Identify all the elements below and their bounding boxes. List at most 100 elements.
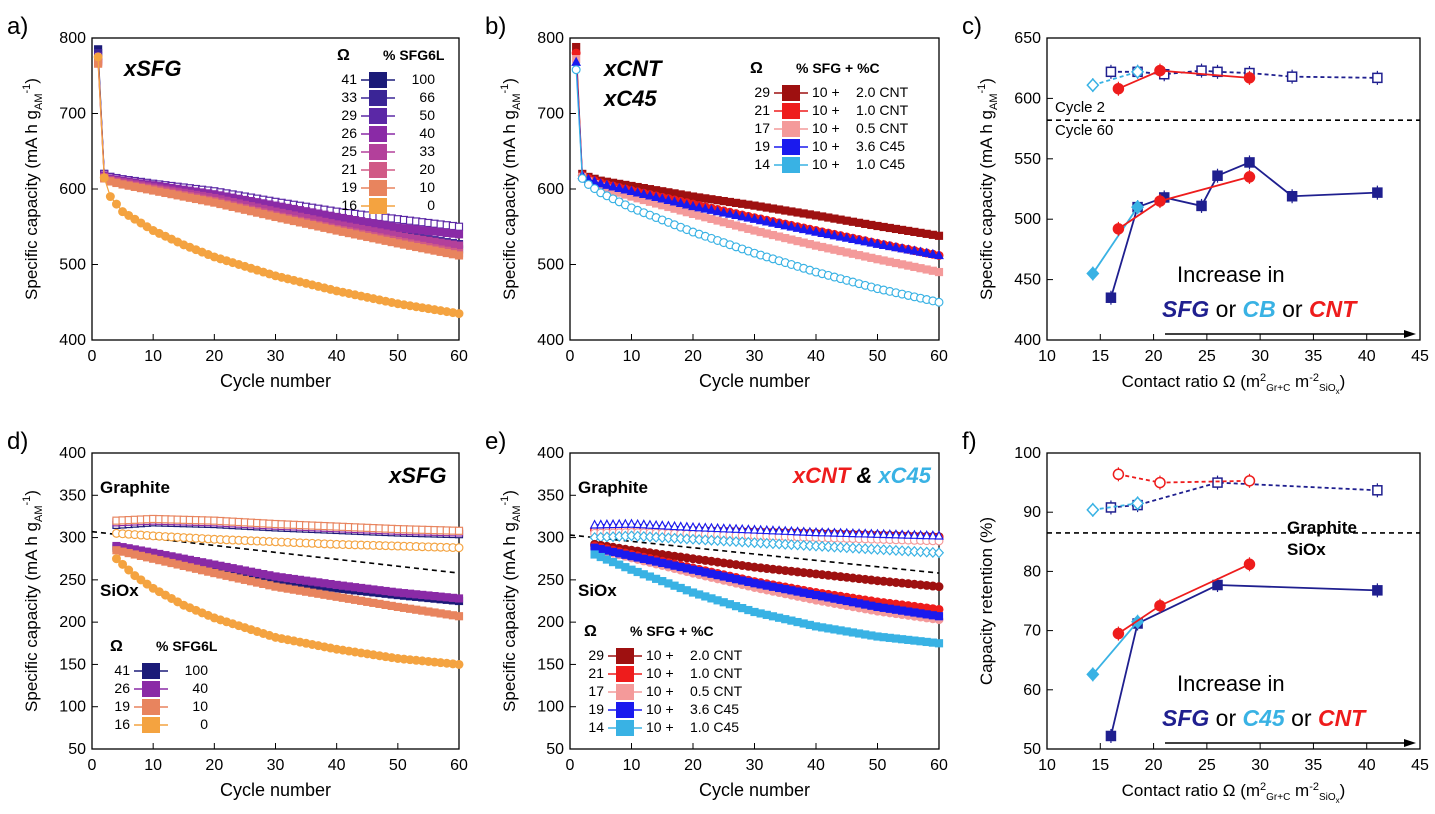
legend-label: 0 [200, 716, 208, 732]
legend-omega: 16 [114, 716, 130, 732]
series [1112, 63, 1256, 96]
data-point [909, 529, 920, 539]
legend-swatch [142, 663, 160, 679]
legend-omega: 25 [341, 143, 357, 159]
label-graphite: Graphite [1287, 518, 1357, 537]
data-point [602, 179, 612, 189]
annotation-part: CNT [1309, 296, 1358, 322]
data-point [700, 203, 711, 213]
data-point [860, 236, 871, 246]
data-point [1086, 78, 1100, 93]
x-tick-label: 20 [684, 348, 702, 365]
legend: Ω % SFG6L 41 100 26 40 19 10 16 0 [110, 638, 218, 733]
data-point [1196, 200, 1207, 212]
x-tick-label: 0 [566, 757, 575, 774]
data-point [657, 520, 668, 530]
x-tick-label: 40 [807, 757, 825, 774]
data-point [454, 309, 464, 319]
x-tick-label: 50 [389, 757, 407, 774]
data-point [124, 565, 134, 575]
legend-base: 10 + [812, 120, 840, 136]
data-point [903, 244, 914, 254]
data-point [1212, 477, 1223, 488]
legend-swatch [369, 162, 387, 178]
data-point [663, 194, 674, 205]
legend: Ω % SFG6L 41 100 33 66 29 50 26 40 25 33 21 20 19 10 16 0 [337, 47, 445, 214]
data-point [798, 526, 809, 536]
series [1086, 64, 1145, 93]
x-tick-label: 40 [1358, 757, 1376, 774]
data-point [1112, 223, 1125, 235]
data-point [897, 529, 907, 539]
data-point [669, 520, 680, 531]
y-tick-label: 350 [59, 487, 86, 504]
data-point [755, 524, 766, 534]
data-point [1105, 66, 1117, 78]
legend-header-label: % SFG6L [383, 47, 445, 63]
data-point [694, 202, 705, 212]
data-point [1372, 585, 1383, 596]
series-line [1118, 473, 1250, 484]
label-cycle-60: Cycle 60 [1055, 122, 1113, 139]
data-point [454, 230, 464, 239]
x-tick-label: 60 [930, 348, 948, 365]
data-point [111, 554, 121, 564]
data-point [884, 240, 895, 251]
legend-header-label: % SFG + %C [796, 60, 880, 76]
data-point [768, 217, 778, 227]
y-tick-label: 450 [1014, 272, 1041, 289]
data-point [774, 218, 784, 229]
data-point [99, 173, 109, 183]
x-tick-label: 30 [746, 348, 764, 365]
panel-b: 0 10 20 30 40 50 60 400 500 600 700 800 b) Cycle numb… [485, 13, 948, 391]
x-axis-label: Contact ratio Ω (m2Gr+C m-2SiOx) [1122, 781, 1346, 805]
y-tick-label: 400 [537, 332, 564, 349]
data-point [1372, 187, 1383, 198]
data-point [118, 559, 128, 569]
legend-omega: 17 [588, 683, 604, 699]
legend-label: 0.5 CNT [856, 120, 909, 136]
y-tick-label: 300 [59, 530, 86, 547]
x-tick-label: 10 [1038, 757, 1056, 774]
data-point [136, 575, 146, 585]
y-axis-label: Specific capacity (mA h gAM-1) [21, 78, 45, 300]
legend-label: 40 [419, 125, 435, 141]
panel-label: b) [485, 13, 506, 40]
data-point [829, 527, 840, 537]
data-point [835, 527, 846, 537]
data-point [891, 529, 901, 539]
data-point [1212, 579, 1223, 591]
y-tick-label: 550 [1014, 151, 1041, 168]
data-point [638, 519, 649, 529]
chart-title-part: xC45 [877, 463, 931, 488]
data-point [620, 184, 631, 194]
y-tick-label: 500 [59, 257, 86, 274]
data-point [706, 204, 717, 214]
x-tick-label: 40 [1358, 348, 1376, 365]
legend-label: 1.0 CNT [690, 665, 743, 681]
legend-swatch [616, 648, 634, 664]
legend-base: 10 + [646, 701, 674, 717]
y-tick-label: 800 [537, 30, 564, 47]
x-tick-label: 10 [623, 757, 641, 774]
data-point [743, 212, 754, 222]
data-point [1243, 475, 1256, 487]
data-point [1112, 82, 1125, 95]
data-point [872, 238, 883, 248]
data-point [657, 193, 668, 203]
legend-omega: 19 [754, 138, 770, 154]
panel-label: a) [7, 13, 28, 40]
legend-omega: 14 [588, 719, 604, 735]
data-point [454, 612, 464, 621]
legend-header-omega: Ω [337, 47, 350, 64]
y-tick-label: 100 [1014, 445, 1041, 462]
panel-label: c) [962, 13, 982, 40]
data-point [725, 523, 735, 533]
data-point [1112, 627, 1125, 640]
y-tick-label: 200 [59, 614, 86, 631]
data-point [866, 237, 877, 247]
legend-label: 100 [185, 662, 209, 678]
data-point [620, 518, 631, 528]
plot-frame [1046, 37, 1421, 341]
data-point [1196, 65, 1207, 76]
